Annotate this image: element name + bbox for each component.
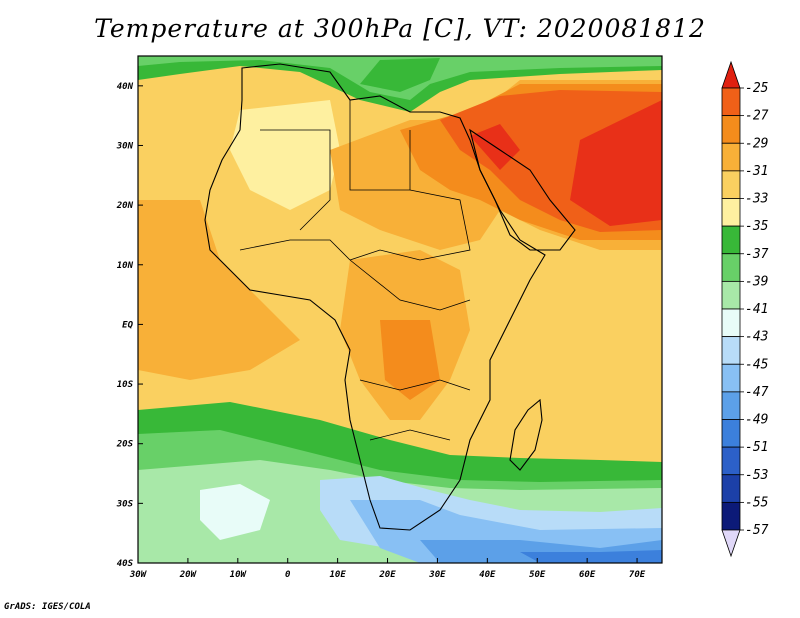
colorbar-swatch <box>721 474 741 503</box>
colorbar-swatch <box>721 308 741 338</box>
lat-tick-label: 10N <box>117 261 134 271</box>
page-title: Temperature at 300hPa [C], VT: 202008181… <box>94 14 706 43</box>
lon-tick-label: 50E <box>529 570 546 580</box>
colorbar-swatch <box>721 198 741 227</box>
colorbar: -25 -27 -29 -31 -33 -35 -37 -39 -41 -43 -45 -47 -49 -… <box>721 60 769 558</box>
colorbar-label: -55 <box>745 495 769 510</box>
colorbar-label: -51 <box>745 440 768 455</box>
colorbar-label: -49 <box>745 413 768 428</box>
colorbar-swatch <box>721 225 741 255</box>
lon-tick-label: 10W <box>230 570 248 580</box>
colorbar-swatch <box>721 336 741 365</box>
lat-tick-label: 40N <box>117 82 134 92</box>
lat-tick-label: 20S <box>116 440 134 450</box>
country-borders <box>239 100 471 441</box>
colorbar-label: -29 <box>745 136 768 151</box>
colorbar-label: -31 <box>745 164 768 179</box>
madagascar-coastline <box>509 398 543 471</box>
lon-tick-label: 20W <box>179 570 198 580</box>
colorbar-label: -27 <box>745 109 769 124</box>
africa-coastline <box>204 63 546 531</box>
colorbar-label: -43 <box>745 330 768 345</box>
colorbar-swatch <box>721 170 741 199</box>
lon-tick-label: 10E <box>329 570 346 580</box>
plot-frame <box>137 55 663 564</box>
colorbar-label: -45 <box>745 357 769 372</box>
lon-tick-labels: 30W 20W 10W 0 10E 20E 30E 40E 50E 60E 70E <box>129 558 646 580</box>
colorbar-swatch <box>721 142 741 172</box>
credit-label: GrADS: IGES/COLA <box>4 602 91 612</box>
lat-tick-labels: 40N 30N 20N 10N EQ 10S 20S 30S 40S <box>116 82 143 569</box>
temperature-field <box>138 56 662 563</box>
arabia-coastline <box>469 128 576 251</box>
lat-tick-label: 10S <box>117 380 134 390</box>
colorbar-swatch <box>721 280 741 310</box>
lon-tick-label: 30E <box>428 570 446 580</box>
colorbar-label: -57 <box>745 523 769 538</box>
colorbar-label: -25 <box>745 81 769 96</box>
lon-tick-label: 70E <box>629 570 646 580</box>
colorbar-label: -33 <box>745 192 768 207</box>
colorbar-top-arrow <box>721 60 741 89</box>
colorbar-label: -47 <box>745 385 769 400</box>
colorbar-swatch <box>721 253 741 282</box>
colorbar-label: -41 <box>745 302 768 317</box>
colorbar-swatch <box>721 446 741 476</box>
colorbar-label: -37 <box>745 247 769 262</box>
colorbar-label: -39 <box>745 274 768 289</box>
colorbar-swatch <box>721 501 741 531</box>
lon-tick-label: 40E <box>479 570 496 580</box>
lon-tick-label: 30W <box>129 570 148 580</box>
colorbar-label: -53 <box>745 468 768 483</box>
lat-tick-label: 40S <box>117 559 134 569</box>
lat-tick-label: 30S <box>116 499 134 509</box>
colorbar-bottom-arrow <box>721 529 741 558</box>
colorbar-swatch <box>721 87 741 117</box>
colorbar-swatch <box>721 363 741 393</box>
lat-tick-label: EQ <box>122 320 133 330</box>
lon-tick-label: 20E <box>378 570 396 580</box>
lon-tick-label: 0 <box>285 570 291 580</box>
lat-tick-label: 30N <box>116 141 134 151</box>
colorbar-swatch <box>721 391 741 420</box>
colorbar-label: -35 <box>745 219 769 234</box>
colorbar-swatch <box>721 115 741 144</box>
lat-tick-label: 20N <box>116 201 134 211</box>
colorbar-swatch <box>721 419 741 448</box>
lon-tick-label: 60E <box>579 570 596 580</box>
